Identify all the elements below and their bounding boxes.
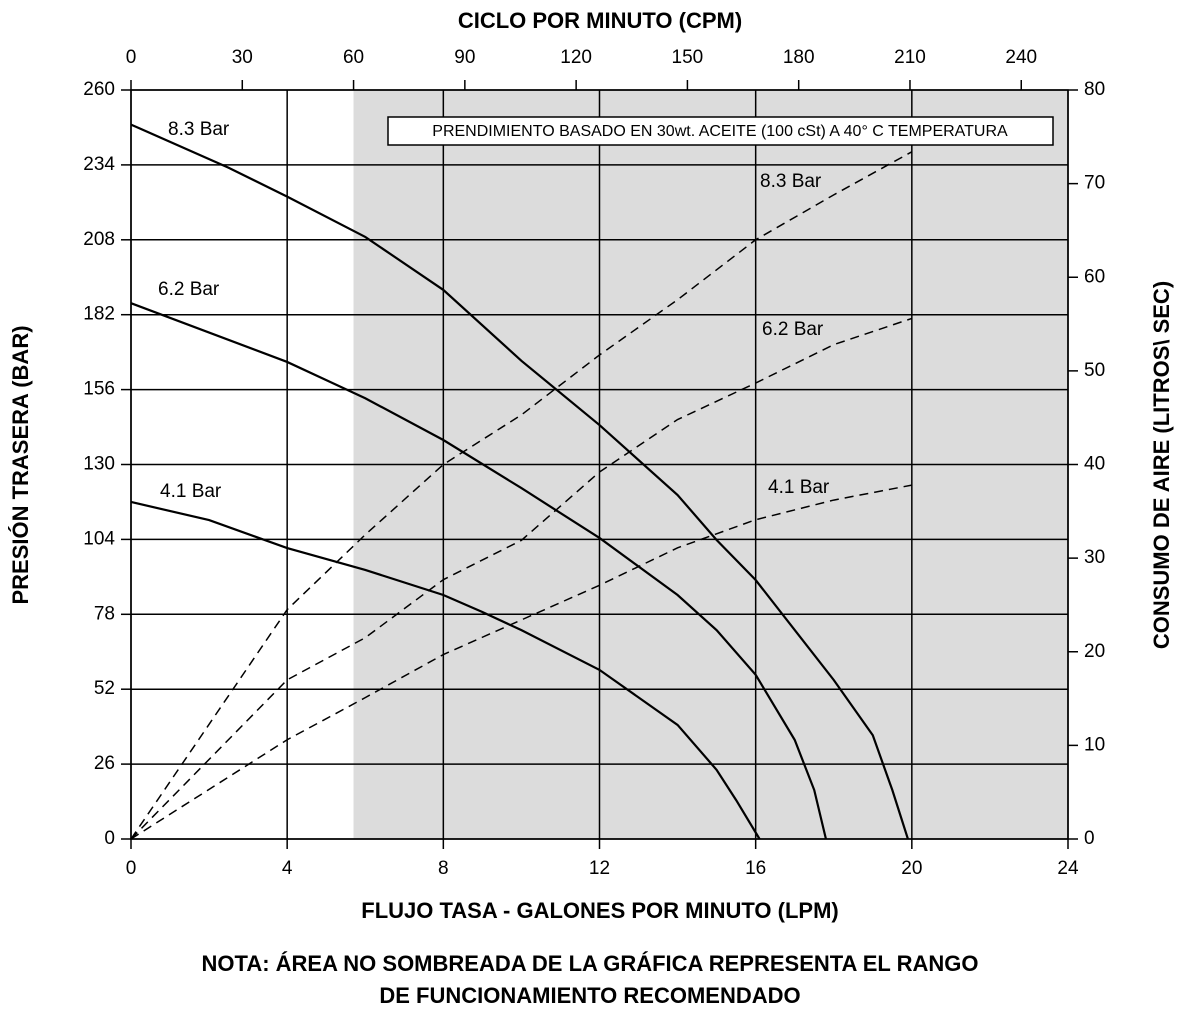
y2-tick-label: 80 [1084,79,1105,100]
line [130,123,909,840]
series-label: 8.3 Bar [168,119,230,140]
series-label: 6.2 Bar [762,319,824,340]
y2-tick-label: 20 [1084,641,1105,662]
y-tick-label: 182 [83,304,115,325]
y-axis-title: PRESIÓN TRASERA (BAR) [8,325,33,604]
x-tick-label: 0 [126,858,137,879]
y2-tick-label: 60 [1084,266,1105,287]
y2-tick-label: 50 [1084,360,1105,381]
x-axis-title: FLUJO TASA - GALONES POR MINUTO (LPM) [361,898,838,923]
y2-tick-label: 0 [1084,828,1095,849]
y2-axis-title: CONSUMO DE AIRE (LITROS\ SEC) [1149,281,1174,649]
y-tick-label: 208 [83,229,115,250]
x2-tick-label: 150 [672,47,704,68]
y2-tick-label: 70 [1084,173,1105,194]
top-axis-title: CICLO POR MINUTO (CPM) [458,8,742,33]
x2-tick-label: 180 [783,47,815,68]
y-tick-label: 234 [83,154,115,175]
y-tick-label: 130 [83,454,115,475]
y2-tick-label: 30 [1084,547,1105,568]
x-tick-label: 12 [589,858,610,879]
x2-tick-label: 240 [1005,47,1037,68]
series-label: 4.1 Bar [160,481,222,502]
annotation: PRENDIMIENTO BASADO EN 30wt. ACEITE (100… [432,123,1008,140]
line [130,151,913,840]
y-tick-label: 260 [83,79,115,100]
line [130,500,761,840]
note-line: NOTA: ÁREA NO SOMBREADA DE LA GRÁFICA RE… [202,951,979,976]
annotation-box [387,116,1054,146]
x-tick-label: 16 [745,858,766,879]
series-label: 8.3 Bar [760,171,822,192]
x-tick-label: 4 [282,858,293,879]
y-tick-label: 52 [94,678,115,699]
x2-tick-label: 60 [343,47,364,68]
x2-tick-label: 90 [454,47,475,68]
y-tick-label: 26 [94,753,115,774]
series-label: 6.2 Bar [158,279,220,300]
x2-tick-label: 0 [126,47,137,68]
line [130,484,912,840]
y-tick-label: 156 [83,379,115,400]
series-label: 4.1 Bar [768,477,830,498]
x-tick-label: 20 [901,858,922,879]
x2-tick-label: 120 [560,47,592,68]
y-tick-label: 78 [94,603,115,624]
note-line: DE FUNCIONAMIENTO RECOMENDADO [379,983,800,1008]
y2-tick-label: 40 [1084,454,1105,475]
x2-tick-label: 30 [232,47,253,68]
y-tick-label: 0 [104,828,115,849]
line [130,317,913,840]
x2-tick-label: 210 [894,47,926,68]
y-tick-label: 104 [83,528,115,549]
y2-tick-label: 10 [1084,734,1105,755]
x-tick-label: 8 [438,858,449,879]
x-tick-label: 24 [1057,858,1079,879]
plot-frame [130,89,1069,840]
